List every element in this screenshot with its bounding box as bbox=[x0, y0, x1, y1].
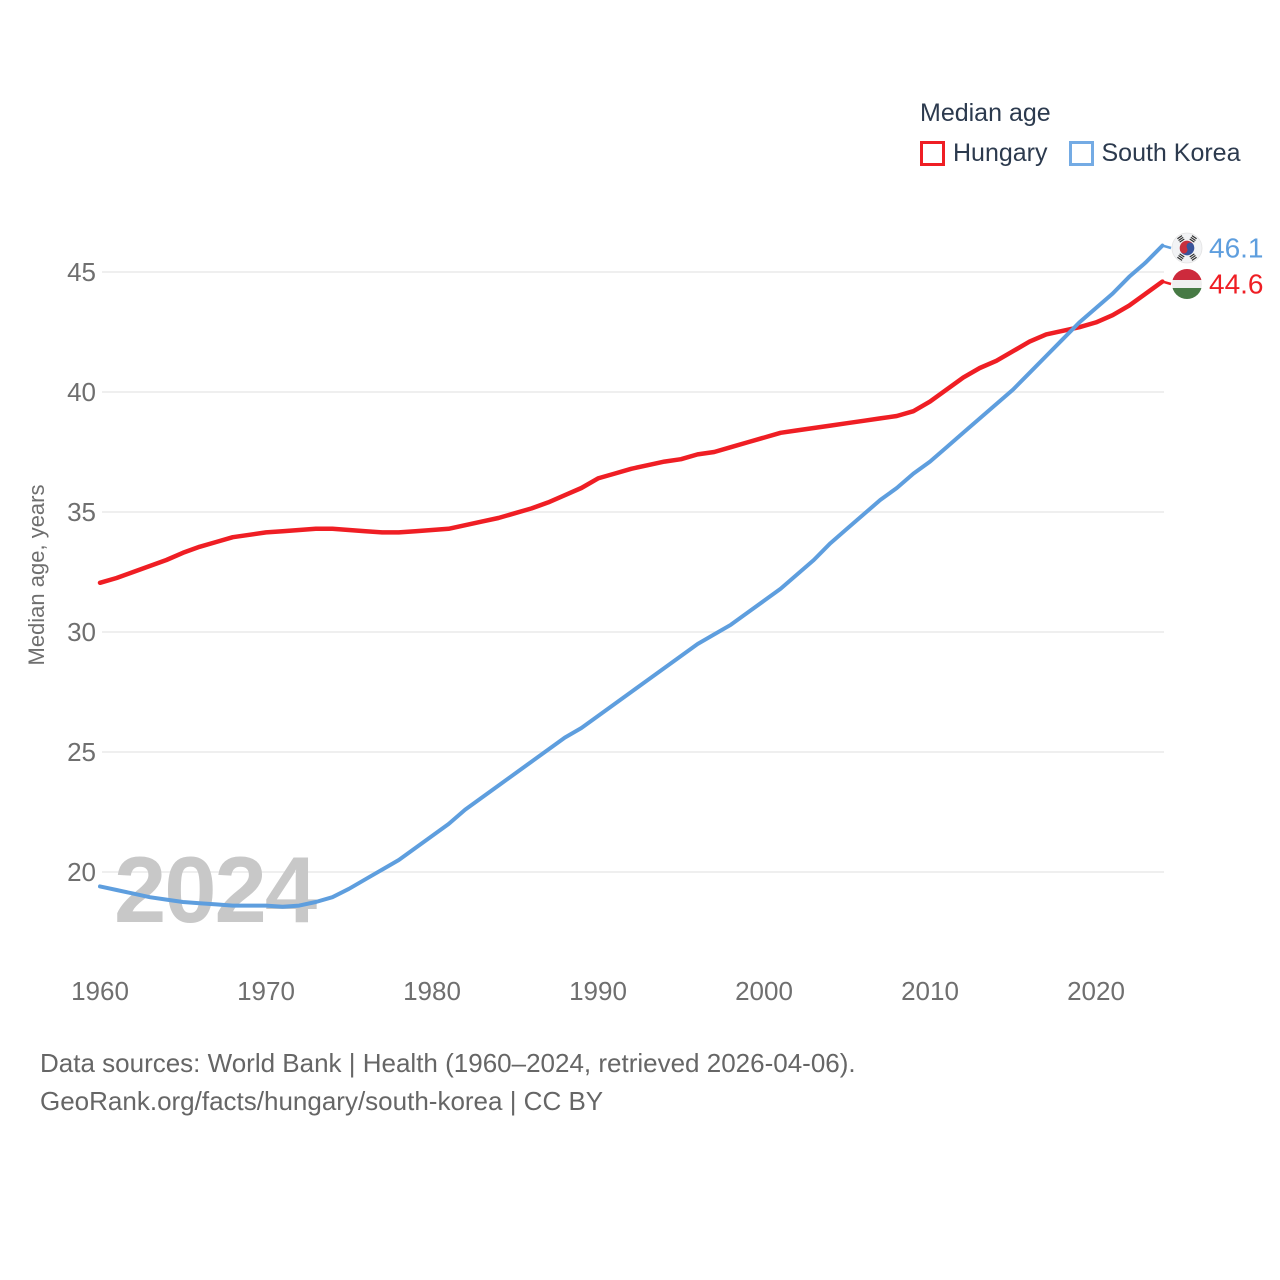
legend-row: Hungary South Korea bbox=[920, 139, 1241, 168]
legend-swatch-icon bbox=[920, 141, 945, 166]
legend-item-label: South Korea bbox=[1101, 139, 1241, 167]
y-tick-label: 30 bbox=[67, 617, 96, 647]
y-tick-label: 40 bbox=[67, 377, 96, 407]
legend: Median age Hungary South Korea bbox=[920, 99, 1241, 168]
y-tick-label: 20 bbox=[67, 857, 96, 887]
data-sources-line2: GeoRank.org/facts/hungary/south-korea | … bbox=[40, 1086, 604, 1116]
south-korea-end-connector bbox=[1162, 244, 1172, 250]
x-tick-label: 2020 bbox=[1067, 976, 1125, 1006]
x-tick-label: 2010 bbox=[901, 976, 959, 1006]
legend-item-label: Hungary bbox=[953, 139, 1048, 167]
x-tick-label: 2000 bbox=[735, 976, 793, 1006]
y-tick-label: 25 bbox=[67, 737, 96, 767]
y-tick-label: 35 bbox=[67, 497, 96, 527]
x-tick-label: 1960 bbox=[71, 976, 129, 1006]
hungary-end-value: 44.6 bbox=[1209, 269, 1264, 300]
south-korea-end-value: 46.1 bbox=[1209, 233, 1264, 264]
legend-item-hungary[interactable]: Hungary bbox=[920, 139, 1048, 168]
x-tick-label: 1970 bbox=[237, 976, 295, 1006]
hungary-line bbox=[97, 279, 1165, 586]
legend-swatch-icon bbox=[1068, 141, 1094, 166]
watermark-year: 2024 bbox=[114, 837, 317, 942]
south-korea-line bbox=[98, 243, 1165, 909]
hungary-end-connector bbox=[1162, 280, 1172, 286]
y-axis-title: Median age, years bbox=[24, 485, 49, 666]
x-tick-label: 1980 bbox=[403, 976, 461, 1006]
y-tick-label: 45 bbox=[67, 257, 96, 287]
x-tick-label: 1990 bbox=[569, 976, 627, 1006]
hungary-flag-icon bbox=[1172, 269, 1202, 299]
data-sources-line1: Data sources: World Bank | Health (1960–… bbox=[40, 1048, 856, 1078]
south-korea-flag-icon bbox=[1171, 232, 1203, 264]
legend-item-south-korea[interactable]: South Korea bbox=[1068, 139, 1241, 168]
legend-title: Median age bbox=[920, 99, 1051, 127]
data-sources: Data sources: World Bank | Health (1960–… bbox=[40, 1044, 856, 1120]
